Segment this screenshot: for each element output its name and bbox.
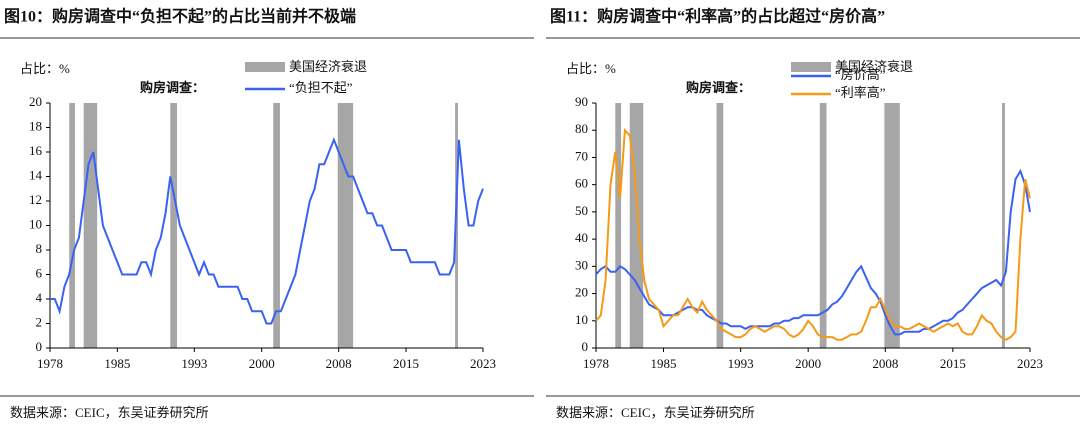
x-tick-label: 1985 bbox=[104, 356, 130, 371]
legend-label: 美国经济衰退 bbox=[289, 59, 367, 74]
x-tick-label: 2015 bbox=[940, 356, 966, 371]
x-tick-label: 2008 bbox=[326, 356, 352, 371]
y-tick-label: 20 bbox=[29, 94, 42, 109]
x-tick-label: 1978 bbox=[583, 356, 609, 371]
x-tick-label: 2008 bbox=[872, 356, 898, 371]
y-tick-label: 16 bbox=[29, 143, 43, 158]
x-tick-label: 1993 bbox=[728, 356, 754, 371]
y-tick-label: 70 bbox=[575, 148, 588, 163]
recession-band bbox=[615, 103, 622, 348]
series-line bbox=[50, 137, 484, 325]
y-tick-label: 20 bbox=[575, 285, 588, 300]
series-line bbox=[595, 168, 1031, 336]
legend-label: 美国经济衰退 bbox=[835, 59, 913, 74]
y-tick-label: 8 bbox=[36, 241, 43, 256]
y-tick-label: 18 bbox=[29, 118, 42, 133]
x-tick-label: 2000 bbox=[249, 356, 275, 371]
y-tick-label: 0 bbox=[36, 339, 43, 354]
x-tick-label: 2000 bbox=[795, 356, 821, 371]
recession-band bbox=[83, 103, 98, 348]
y-tick-label: 14 bbox=[29, 167, 43, 182]
x-tick-label: 2023 bbox=[470, 356, 496, 371]
y-tick-label: 2 bbox=[36, 314, 43, 329]
y-tick-label: 60 bbox=[575, 176, 588, 191]
y-tick-label: 90 bbox=[575, 94, 588, 109]
y-tick-label: 0 bbox=[582, 339, 589, 354]
legend-swatch bbox=[245, 62, 285, 72]
unit-label: 占比：% bbox=[566, 61, 616, 76]
y-tick-label: 4 bbox=[36, 290, 43, 305]
recession-band bbox=[337, 103, 354, 348]
unit-label: 占比：% bbox=[20, 61, 70, 76]
x-tick-label: 1993 bbox=[181, 356, 207, 371]
y-tick-label: 12 bbox=[29, 192, 42, 207]
legend-label: “负担不起” bbox=[289, 80, 353, 95]
recession-band bbox=[716, 103, 724, 348]
recession-band bbox=[69, 103, 76, 348]
y-tick-label: 10 bbox=[29, 216, 42, 231]
recession-band bbox=[273, 103, 280, 348]
y-tick-label: 30 bbox=[575, 257, 588, 272]
recession-band bbox=[884, 103, 900, 348]
x-tick-label: 2015 bbox=[393, 356, 419, 371]
y-tick-label: 50 bbox=[575, 203, 588, 218]
y-tick-label: 40 bbox=[575, 230, 588, 245]
source: 数据来源：CEIC，东吴证券研究所 bbox=[556, 405, 755, 420]
x-tick-label: 1985 bbox=[651, 356, 677, 371]
recession-band bbox=[170, 103, 178, 348]
chart-title: 图11：购房调查中“利率高”的占比超过“房价高” bbox=[550, 7, 885, 26]
source: 数据来源：CEIC，东吴证券研究所 bbox=[10, 405, 209, 420]
y-tick-label: 10 bbox=[575, 312, 588, 327]
chart-title: 图10：购房调查中“负担不起”的占比当前并不极端 bbox=[4, 7, 356, 26]
series-line bbox=[595, 127, 1031, 341]
legend-title: 购房调查： bbox=[140, 80, 205, 95]
legend-label: “利率高” bbox=[835, 85, 886, 100]
x-tick-label: 1978 bbox=[37, 356, 63, 371]
recession-band bbox=[1002, 103, 1005, 348]
y-tick-label: 80 bbox=[575, 121, 588, 136]
legend-swatch bbox=[791, 62, 831, 72]
y-tick-label: 6 bbox=[36, 265, 43, 280]
recession-band bbox=[629, 103, 644, 348]
x-tick-label: 2023 bbox=[1017, 356, 1043, 371]
recession-band bbox=[819, 103, 827, 348]
legend-title: 购房调查： bbox=[686, 80, 751, 95]
legend-label: “房价高” bbox=[835, 67, 886, 82]
